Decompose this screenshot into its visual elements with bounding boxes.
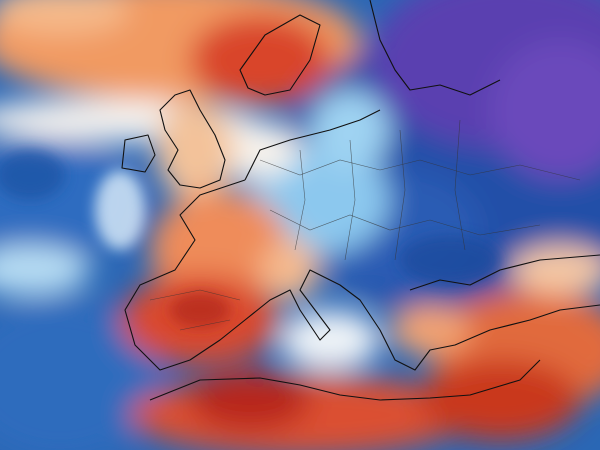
very-cold-area (490, 40, 600, 180)
border-line (294, 119, 466, 261)
coastline (244, 109, 381, 181)
cold-area (400, 235, 500, 285)
coastline (239, 14, 321, 96)
very-hot-area (170, 292, 230, 328)
warm-area (155, 100, 235, 200)
coastline (369, 0, 501, 96)
warm-area (510, 245, 600, 295)
coastline (409, 254, 600, 291)
neutral-area (95, 170, 145, 250)
border-line (259, 159, 581, 181)
coastlines (121, 0, 600, 401)
warm-area (390, 305, 470, 355)
borders (149, 119, 581, 331)
very-hot-area (420, 360, 580, 440)
cool-area (0, 245, 90, 295)
neutral-area (280, 310, 380, 370)
coastline (121, 134, 156, 173)
very-hot-area (190, 370, 310, 430)
hot-area (190, 15, 330, 105)
border-line (149, 289, 241, 331)
warm-area (260, 240, 320, 300)
cold-area (0, 150, 65, 200)
border-line (269, 209, 541, 236)
coastline (124, 179, 600, 371)
coastline (159, 89, 226, 189)
coastline (149, 359, 541, 401)
warm-area (0, 0, 130, 35)
cool-area (310, 90, 390, 170)
cool-area (250, 145, 390, 255)
cold-area (0, 300, 160, 450)
anomaly-detail (0, 150, 500, 328)
